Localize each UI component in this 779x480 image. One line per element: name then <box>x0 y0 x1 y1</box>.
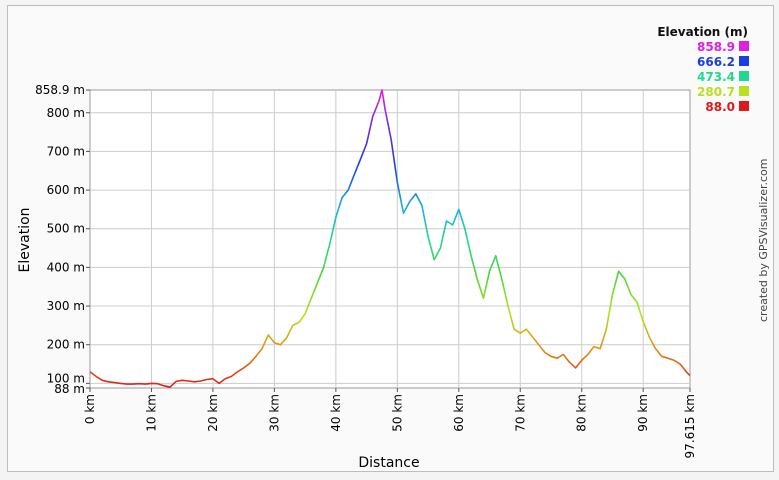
x-tick-label: 30 km <box>267 394 281 432</box>
y-tick-label: 300 m <box>47 299 85 313</box>
legend-value: 666.2 <box>697 55 735 69</box>
x-tick-label: 80 km <box>575 394 589 432</box>
y-tick-label: 100 m <box>47 371 85 385</box>
y-tick-label: 700 m <box>47 144 85 158</box>
legend-value: 88.0 <box>705 100 735 114</box>
x-tick-label: 10 km <box>144 394 158 432</box>
plot-area <box>89 89 691 389</box>
y-axis-title: Elevation <box>17 207 33 272</box>
y-tick-label: 800 m <box>47 106 85 120</box>
legend-swatch <box>739 101 749 111</box>
y-tick-label: 400 m <box>47 260 85 274</box>
y-tick-label: 858.9 m <box>35 83 85 97</box>
legend-swatch <box>739 86 749 96</box>
legend-value: 280.7 <box>697 85 735 99</box>
x-axis-title: Distance <box>358 455 419 471</box>
x-tick-label: 60 km <box>452 394 466 432</box>
grid-lines <box>90 90 690 388</box>
legend-swatch <box>739 56 749 66</box>
legend-swatch <box>739 41 749 51</box>
y-tick-label: 88 m <box>54 382 85 396</box>
x-tick-label: 50 km <box>390 394 404 432</box>
elevation-series-line <box>89 89 691 388</box>
x-tick-label: 20 km <box>206 394 220 432</box>
legend-title: Elevation (m) <box>657 25 748 39</box>
legend-swatch <box>739 71 749 81</box>
x-axis-ticks: 0 km 10 km 20 km 30 km 40 km 50 km 60 km 70 km 8… <box>83 388 697 458</box>
legend-value: 473.4 <box>697 70 735 84</box>
legend-value: 858.9 <box>697 40 735 54</box>
x-tick-label: 97.615 km <box>683 394 697 458</box>
x-tick-label: 70 km <box>513 394 527 432</box>
credit-text: created by GPSVisualizer.com <box>757 159 770 322</box>
y-tick-label: 600 m <box>47 183 85 197</box>
x-tick-label: 0 km <box>83 394 97 424</box>
x-tick-label: 90 km <box>636 394 650 432</box>
x-tick-label: 40 km <box>329 394 343 432</box>
y-tick-label: 200 m <box>47 338 85 352</box>
y-tick-label: 500 m <box>47 222 85 236</box>
